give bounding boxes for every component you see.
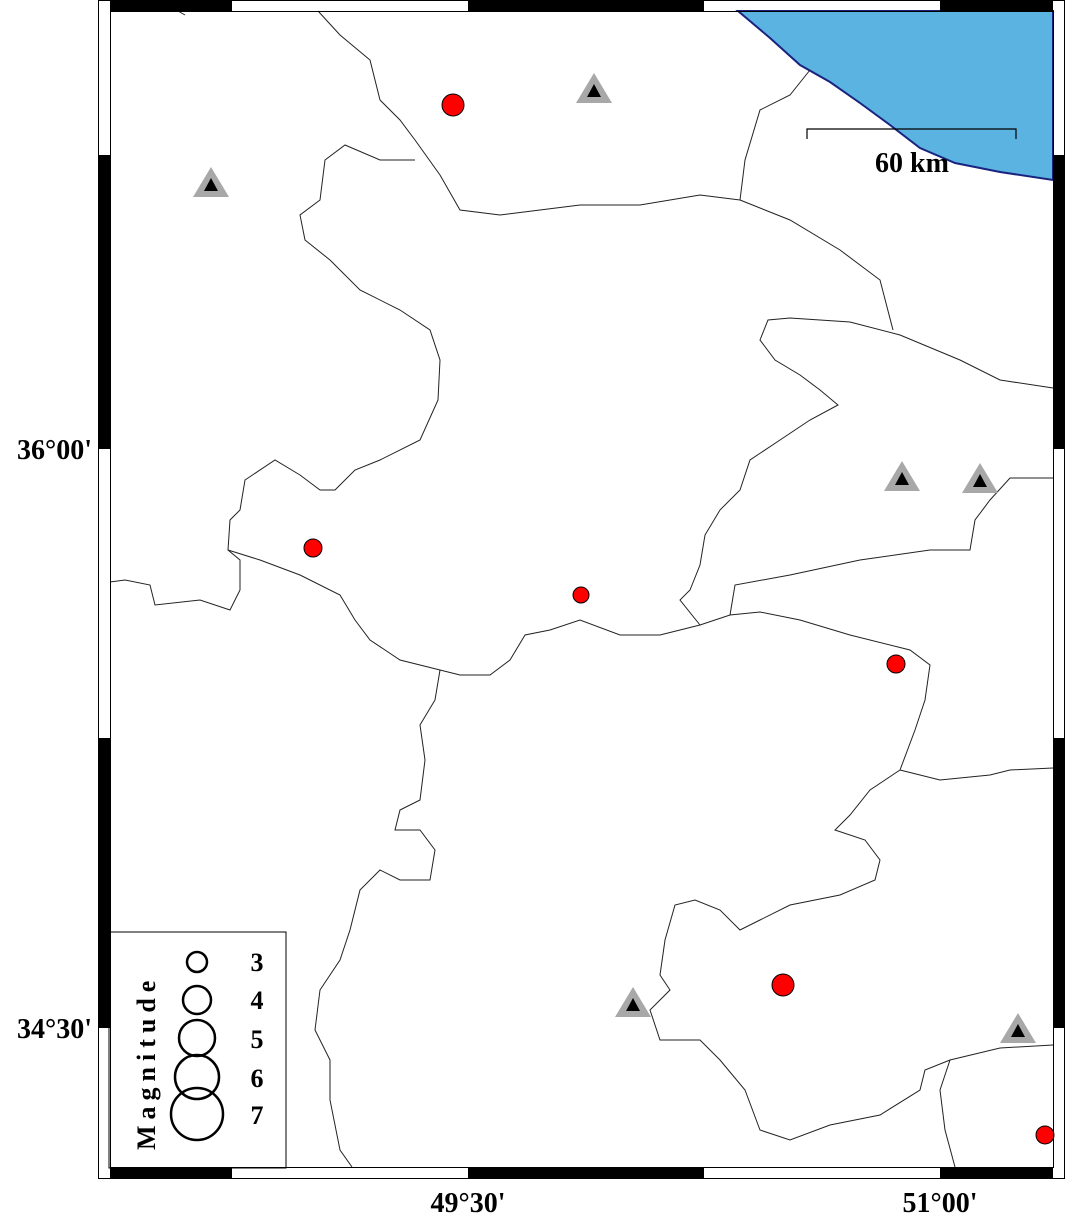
station-triangle-icon[interactable] [193,167,229,197]
legend-circle-6 [173,1053,221,1101]
event-marker[interactable] [886,654,906,674]
lon-tick-label: 51°00' [903,1188,978,1217]
legend-label: 7 [251,1101,264,1130]
legend-label: 3 [251,948,264,977]
event-marker[interactable] [1035,1125,1055,1145]
lat-tick-label: 34°30' [17,1014,92,1045]
station-triangle-icon[interactable] [576,73,612,103]
event-marker[interactable] [441,93,465,117]
earthquake-events [303,93,1055,1145]
event-marker[interactable] [572,586,590,604]
scale-bar [806,128,1017,139]
legend-circle-7 [169,1086,225,1142]
lat-tick-label: 36°00' [17,435,92,466]
legend-label: 6 [251,1064,264,1093]
lon-tick-label: 49°30' [431,1188,506,1217]
legend-circle-3 [185,950,209,974]
station-triangle-icon[interactable] [962,463,998,493]
legend-label: 5 [251,1025,264,1054]
event-marker[interactable] [303,538,323,558]
magnitude-legend: Magnitude 3 4 5 6 7 [108,931,287,1169]
event-marker[interactable] [771,973,795,997]
legend-label: 4 [251,986,264,1015]
station-triangle-icon[interactable] [615,987,651,1017]
scale-bar-label: 60 km [875,148,949,179]
legend-title: Magnitude [132,975,161,1150]
station-triangle-icon[interactable] [1000,1013,1036,1043]
seismic-stations [193,73,1036,1043]
province-boundaries [109,10,1054,1168]
map-frame [98,0,1065,1179]
legend-circle-4 [181,984,213,1016]
station-triangle-icon[interactable] [884,461,920,491]
